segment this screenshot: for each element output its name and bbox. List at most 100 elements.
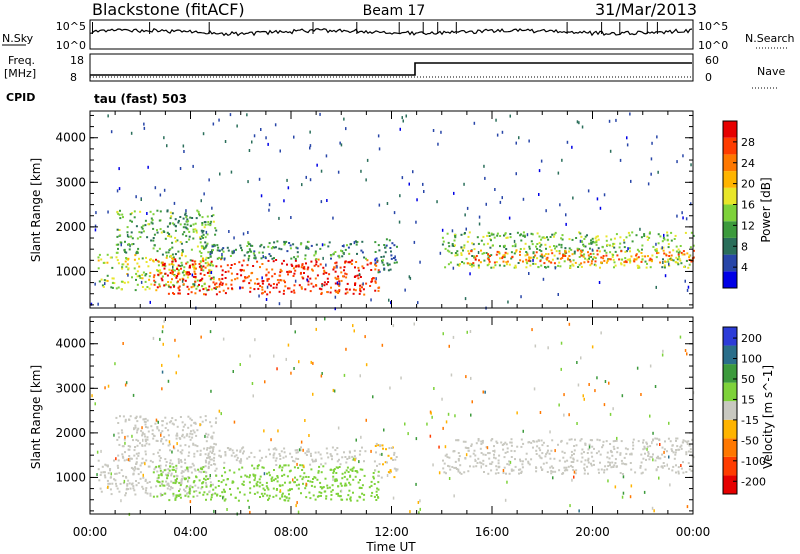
data-cell <box>536 232 539 235</box>
data-cell <box>208 447 211 450</box>
data-cell <box>198 289 201 292</box>
data-cell <box>251 464 254 467</box>
data-cell <box>204 287 207 290</box>
data-cell <box>186 276 189 279</box>
speckle-cell <box>576 422 578 425</box>
data-cell <box>115 256 118 259</box>
data-cell <box>595 243 598 246</box>
data-cell <box>319 247 322 250</box>
data-cell <box>360 487 363 489</box>
data-cell <box>571 263 574 266</box>
data-cell <box>310 244 313 247</box>
speckle-cell <box>502 469 505 472</box>
data-cell <box>160 473 163 476</box>
data-cell <box>213 442 216 445</box>
data-cell <box>307 450 310 453</box>
data-cell <box>657 251 660 254</box>
data-cell <box>481 252 484 255</box>
data-cell <box>354 275 357 278</box>
data-cell <box>170 254 172 257</box>
data-cell <box>177 219 180 222</box>
data-cell <box>514 245 517 248</box>
data-cell <box>314 250 317 253</box>
data-cell <box>345 498 348 501</box>
data-cell <box>205 471 208 474</box>
data-cell <box>201 277 204 280</box>
data-cell <box>235 459 238 462</box>
data-cell <box>532 446 534 449</box>
data-cell <box>188 486 191 489</box>
data-cell <box>280 270 283 273</box>
data-cell <box>174 498 177 501</box>
data-cell <box>198 491 201 494</box>
speckle-cell <box>114 362 116 366</box>
speckle-cell <box>163 136 165 140</box>
data-cell <box>165 480 168 483</box>
data-cell <box>236 456 239 459</box>
data-cell <box>238 460 241 463</box>
data-cell <box>192 481 195 484</box>
data-cell <box>561 257 564 259</box>
data-cell <box>284 242 286 245</box>
data-cell <box>272 454 275 457</box>
data-cell <box>178 257 181 260</box>
data-cell <box>192 464 195 467</box>
data-cell <box>465 257 468 260</box>
data-cell <box>535 440 538 443</box>
data-cell <box>107 482 110 485</box>
speckle-cell <box>545 209 547 213</box>
y-tick-label: 4000 <box>55 131 86 145</box>
data-cell <box>446 249 449 252</box>
data-cell <box>225 483 228 486</box>
data-cell <box>494 264 497 267</box>
data-cell <box>190 291 193 294</box>
data-cell <box>656 443 658 446</box>
data-cell <box>691 438 694 441</box>
data-cell <box>535 245 537 248</box>
data-cell <box>156 231 159 234</box>
data-cell <box>594 257 597 260</box>
data-cell <box>589 247 591 250</box>
data-cell <box>159 481 162 484</box>
data-cell <box>558 261 561 264</box>
data-cell <box>163 436 166 439</box>
data-cell <box>376 464 378 467</box>
data-cell <box>329 468 332 471</box>
data-cell <box>590 255 593 258</box>
data-cell <box>665 253 667 256</box>
data-cell <box>129 415 132 418</box>
data-cell <box>171 260 174 263</box>
data-cell <box>657 242 660 245</box>
data-cell <box>221 282 224 285</box>
data-cell <box>158 429 160 432</box>
data-cell <box>178 285 181 288</box>
data-cell <box>339 495 341 498</box>
data-cell <box>343 451 345 454</box>
speckle-cell <box>301 183 303 187</box>
data-cell <box>273 469 275 471</box>
speckle-cell <box>174 338 176 342</box>
data-cell <box>563 466 566 469</box>
data-cell <box>545 253 547 255</box>
data-cell <box>502 260 505 263</box>
data-cell <box>479 261 482 264</box>
data-cell <box>547 238 550 241</box>
data-cell <box>100 471 103 474</box>
data-cell <box>165 283 167 286</box>
data-cell <box>472 465 475 468</box>
data-cell <box>141 432 144 435</box>
data-cell <box>167 434 170 437</box>
speckle-cell <box>143 122 145 126</box>
data-cell <box>540 457 543 460</box>
data-cell <box>382 259 384 262</box>
speckle-cell <box>246 113 248 117</box>
data-cell <box>155 258 157 261</box>
data-cell <box>670 448 673 451</box>
data-cell <box>185 215 188 218</box>
data-cell <box>319 481 322 484</box>
data-cell <box>202 493 205 496</box>
data-cell <box>216 249 219 252</box>
speckle-cell <box>115 457 117 461</box>
data-cell <box>494 472 497 475</box>
data-cell <box>254 282 256 285</box>
